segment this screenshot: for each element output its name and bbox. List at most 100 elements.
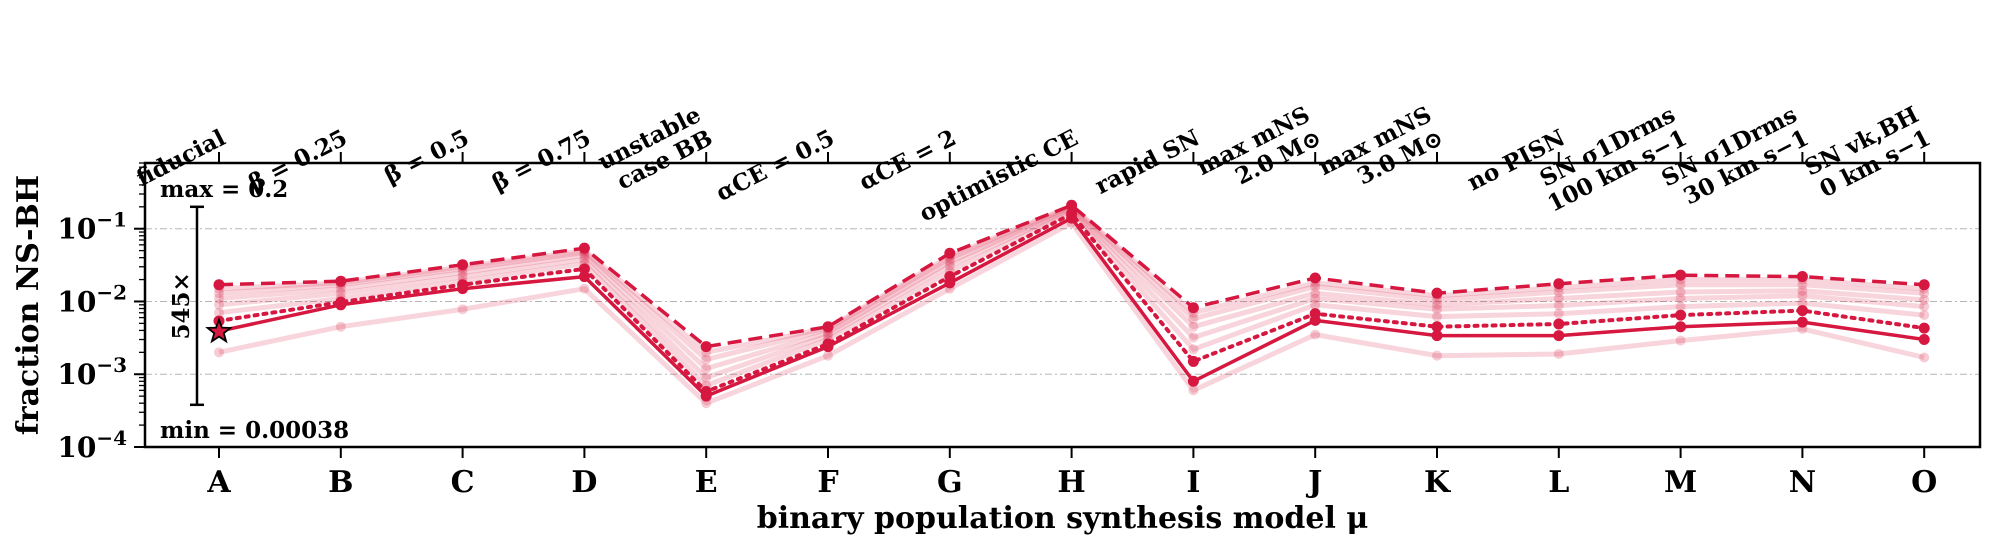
data-point (944, 260, 955, 271)
data-point (1310, 329, 1321, 340)
data-point (1188, 385, 1199, 396)
x-tick-label: L (1548, 465, 1569, 500)
x-tick-label: B (328, 465, 353, 500)
data-point (1188, 332, 1199, 343)
data-point (335, 283, 346, 294)
data-point (1188, 313, 1199, 324)
data-point (1796, 305, 1808, 317)
data-point (1675, 293, 1686, 304)
data-point (1553, 300, 1564, 311)
data-point (823, 330, 833, 341)
data-point (457, 259, 469, 271)
data-point (578, 263, 590, 275)
data-point (944, 256, 955, 267)
data-point (823, 350, 833, 361)
data-point (1796, 271, 1808, 283)
data-point (701, 363, 712, 374)
x-tick-label: D (571, 465, 597, 500)
x-tick-label: K (1424, 465, 1451, 500)
fiducial-marker-layer (205, 316, 233, 344)
series-line (218, 203, 1925, 349)
data-point (579, 283, 590, 294)
y-tick-label: 10−2 (57, 280, 127, 318)
top-tick-label: αCE = 2 (855, 124, 961, 196)
data-point (335, 321, 346, 332)
data-point (335, 296, 347, 308)
data-point (1675, 301, 1686, 312)
series-line (218, 220, 1925, 406)
data-point (1675, 269, 1687, 281)
data-point (700, 385, 712, 397)
data-point (457, 304, 468, 315)
data-point (1553, 293, 1564, 304)
data-point (1187, 375, 1199, 387)
data-point (1919, 294, 1930, 305)
top-tick-label: β = 0.5 (380, 124, 473, 189)
data-point (335, 275, 347, 287)
data-point (213, 279, 225, 291)
data-point (1432, 299, 1442, 310)
data-point (1310, 281, 1321, 292)
grid-lines (145, 228, 1980, 375)
data-point (1188, 344, 1199, 355)
data-point (214, 299, 224, 310)
y-tick-label: 10−3 (57, 353, 127, 391)
top-tick-label: SN vk,BH0 km s−1 (1800, 101, 1935, 205)
data-point (1188, 321, 1199, 332)
x-axis-label: binary population synthesis model μ (757, 501, 1369, 536)
data-point (1310, 293, 1321, 304)
data-point (214, 307, 224, 318)
data-point (1431, 330, 1443, 342)
top-tick-label: β = 0.25 (244, 124, 351, 196)
data-point (1919, 310, 1930, 321)
max-annotation: max = 0.2 (160, 176, 288, 203)
data-point (1918, 279, 1930, 291)
series-dashed (213, 199, 1930, 353)
data-point (1797, 290, 1808, 301)
data-point (1918, 322, 1930, 334)
data-point (1432, 311, 1442, 322)
data-point (214, 347, 224, 358)
data-point (578, 242, 590, 254)
data-point (1187, 355, 1199, 367)
data-point (1553, 348, 1564, 359)
x-tick-label: O (1911, 465, 1937, 500)
data-point (1675, 279, 1686, 290)
data-point (944, 271, 956, 283)
data-point (944, 247, 956, 259)
data-point (822, 321, 834, 333)
data-point (1675, 286, 1686, 297)
y-tick-label: 10−1 (57, 208, 127, 246)
data-point (1553, 286, 1564, 297)
data-point (701, 372, 712, 383)
data-point (1796, 316, 1808, 328)
series-line (217, 211, 1927, 394)
y-tick-label: 10−4 (57, 426, 127, 464)
data-point (1797, 285, 1808, 296)
data-point (214, 288, 224, 299)
data-point (214, 293, 224, 304)
data-point (579, 254, 590, 265)
x-tick-label: I (1186, 465, 1200, 500)
data-point (1066, 199, 1078, 211)
data-point (1432, 350, 1442, 361)
data-point (1675, 309, 1687, 321)
fiducial-star (205, 316, 233, 344)
data-point (1919, 352, 1930, 363)
x-tick-label: N (1789, 465, 1816, 500)
data-point (457, 267, 468, 278)
series-line (218, 204, 1925, 362)
data-point (1553, 308, 1564, 319)
top-tick-label: max mNS2.0 M⊙ (1192, 101, 1326, 204)
top-tick-label: unstablecase BB (594, 101, 717, 199)
data-point (1310, 288, 1321, 299)
x-tick-label: M (1664, 465, 1697, 500)
top-tick-label: SN σ1Drms100 km s−1 (1531, 101, 1691, 217)
ratio-annotation: 545× (168, 272, 195, 339)
x-tick-label: F (817, 465, 838, 500)
series-faint (214, 217, 1930, 409)
x-tick-label: G (937, 465, 963, 500)
top-tick-label: max mNS3.0 M⊙ (1314, 101, 1448, 204)
data-point (1310, 299, 1321, 310)
